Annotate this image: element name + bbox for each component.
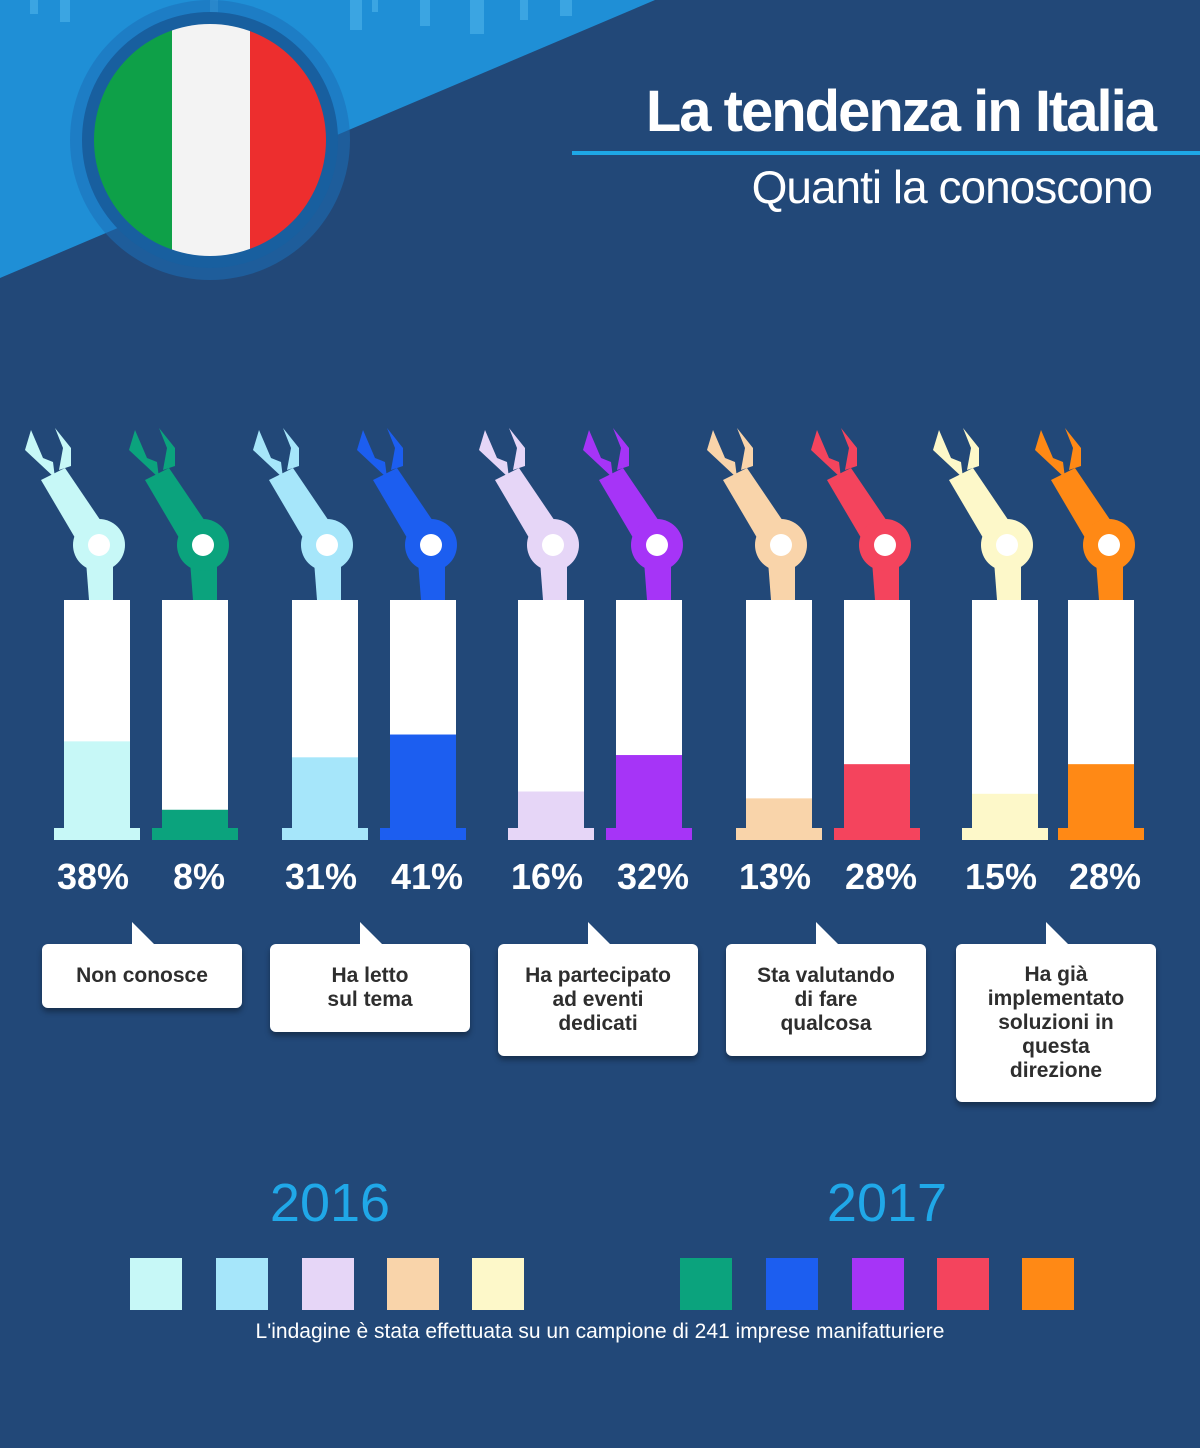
value-label-2017-1: 8% bbox=[172, 856, 226, 897]
value-label-2017-2: 41% bbox=[390, 856, 464, 897]
bar-2017-5-base bbox=[1058, 828, 1144, 840]
title-underline bbox=[572, 151, 1200, 155]
legend-swatch-2017-5 bbox=[1022, 1258, 1074, 1310]
value-label-2017-3: 32% bbox=[616, 856, 690, 897]
bar-2017-4-base bbox=[834, 828, 920, 840]
italy-flag-icon bbox=[70, 0, 350, 280]
legend-swatch-2016-2 bbox=[216, 1258, 268, 1310]
bar-2017-1-fill bbox=[162, 809, 228, 828]
bar-2016-1-fill bbox=[64, 741, 130, 828]
legend-year-2016: 2016 bbox=[269, 1173, 391, 1233]
value-label-2016-4: 13% bbox=[738, 856, 812, 897]
footnote: L'indagine è stata effettuata su un camp… bbox=[255, 1320, 945, 1343]
bar-2017-5-fill bbox=[1068, 764, 1134, 828]
legend-swatch-2016-5 bbox=[472, 1258, 524, 1310]
category-label: Ha partecipato ad eventi dedicati bbox=[525, 964, 671, 1035]
bar-2016-5 bbox=[962, 600, 1048, 840]
bar-2017-1 bbox=[152, 600, 238, 840]
category-label: Sta valutando di fare qualcosa bbox=[757, 964, 895, 1035]
bar-2016-5-base bbox=[962, 828, 1048, 840]
value-label-2016-1: 38% bbox=[56, 856, 130, 897]
robot-bar-chart bbox=[25, 428, 1144, 840]
robot-arm-2016-5 bbox=[933, 428, 1033, 600]
bar-2016-2-base bbox=[282, 828, 368, 840]
bar-2016-1 bbox=[54, 600, 140, 840]
robot-arm-2016-2 bbox=[253, 428, 353, 600]
bar-2017-2-base bbox=[380, 828, 466, 840]
page-subtitle: Quanti la conoscono bbox=[751, 161, 1153, 213]
bar-2016-4-tube bbox=[746, 600, 812, 828]
legend-swatch-2017-3 bbox=[852, 1258, 904, 1310]
robot-arm-2017-1 bbox=[129, 428, 229, 600]
robot-arm-2017-2 bbox=[357, 428, 457, 600]
robot-arm-2017-4 bbox=[811, 428, 911, 600]
value-label-2016-3: 16% bbox=[510, 856, 584, 897]
category-label: Non conosce bbox=[76, 964, 208, 987]
legend-year-2017: 2017 bbox=[826, 1173, 948, 1233]
bar-2016-3-base bbox=[508, 828, 594, 840]
legend-swatch-2017-2 bbox=[766, 1258, 818, 1310]
legend-swatch-2016-4 bbox=[387, 1258, 439, 1310]
bar-2017-4 bbox=[834, 600, 920, 840]
bar-2017-1-base bbox=[152, 828, 238, 840]
legend-swatch-2017-4 bbox=[937, 1258, 989, 1310]
robot-arm-2017-5 bbox=[1035, 428, 1135, 600]
robot-arm-2016-3 bbox=[479, 428, 579, 600]
bar-2016-2 bbox=[282, 600, 368, 840]
bar-2016-5-fill bbox=[972, 793, 1038, 828]
category-label: Ha letto sul tema bbox=[327, 964, 413, 1011]
bar-2017-3 bbox=[606, 600, 692, 840]
category-bubble-4: Sta valutando di fare qualcosa bbox=[726, 922, 926, 1056]
value-label-2017-4: 28% bbox=[844, 856, 918, 897]
bar-2016-2-fill bbox=[292, 757, 358, 828]
bar-2016-4-base bbox=[736, 828, 822, 840]
category-bubble-5: Ha già implementato soluzioni in questa … bbox=[956, 922, 1156, 1102]
bar-2017-2-fill bbox=[390, 734, 456, 828]
bar-2016-4 bbox=[736, 600, 822, 840]
bar-2017-5 bbox=[1058, 600, 1144, 840]
robot-arm-2016-1 bbox=[25, 428, 125, 600]
legend-swatch-2016-3 bbox=[302, 1258, 354, 1310]
value-label-2016-2: 31% bbox=[284, 856, 358, 897]
category-bubble-1: Non conosce bbox=[42, 922, 242, 1008]
value-label-2017-5: 28% bbox=[1068, 856, 1142, 897]
bar-2016-4-fill bbox=[746, 798, 812, 828]
legend-swatch-2016-1 bbox=[130, 1258, 182, 1310]
legend-swatch-2017-1 bbox=[680, 1258, 732, 1310]
category-bubble-3: Ha partecipato ad eventi dedicati bbox=[498, 922, 698, 1056]
bar-2017-4-fill bbox=[844, 764, 910, 828]
value-label-2016-5: 15% bbox=[964, 856, 1038, 897]
bar-2016-3 bbox=[508, 600, 594, 840]
robot-arm-2016-4 bbox=[707, 428, 807, 600]
bar-2017-1-tube bbox=[162, 600, 228, 828]
bar-2016-3-tube bbox=[518, 600, 584, 828]
category-bubble-2: Ha letto sul tema bbox=[270, 922, 470, 1032]
page-title: La tendenza in Italia bbox=[645, 79, 1157, 144]
bar-2016-5-tube bbox=[972, 600, 1038, 828]
bar-2017-3-fill bbox=[616, 755, 682, 828]
bar-2017-3-base bbox=[606, 828, 692, 840]
bar-2016-3-fill bbox=[518, 791, 584, 828]
category-label: Ha già implementato soluzioni in questa … bbox=[987, 963, 1125, 1082]
robot-arm-2017-3 bbox=[583, 428, 683, 600]
bar-2016-1-base bbox=[54, 828, 140, 840]
bar-2017-2 bbox=[380, 600, 466, 840]
